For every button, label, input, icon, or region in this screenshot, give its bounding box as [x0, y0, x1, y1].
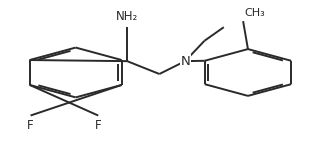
Text: N: N: [180, 55, 190, 68]
Text: F: F: [95, 119, 101, 132]
Text: CH₃: CH₃: [245, 8, 265, 18]
Text: NH₂: NH₂: [116, 10, 138, 23]
Text: F: F: [27, 119, 34, 132]
